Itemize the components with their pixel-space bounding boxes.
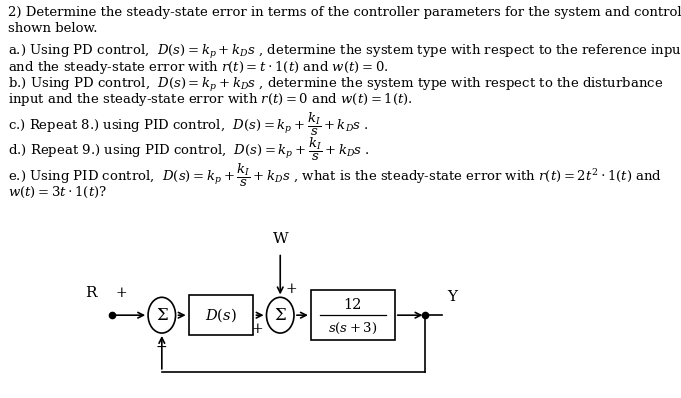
Text: shown below.: shown below. xyxy=(7,22,97,35)
Text: 2) Determine the steady-state error in terms of the controller parameters for th: 2) Determine the steady-state error in t… xyxy=(7,6,681,20)
Text: input and the steady-state error with $r(t)=0$ and $w(t)=1(t)$.: input and the steady-state error with $r… xyxy=(7,91,413,108)
Text: $\Sigma$: $\Sigma$ xyxy=(274,307,287,324)
Text: c.) Repeat 8.) using PID control,  $D(s)=k_p+\dfrac{k_I}{s}+k_Ds$ .: c.) Repeat 8.) using PID control, $D(s)=… xyxy=(7,111,368,138)
Text: Y: Y xyxy=(447,290,457,304)
Text: $s(s+3)$: $s(s+3)$ xyxy=(328,320,377,336)
Text: W: W xyxy=(272,232,288,246)
Text: −: − xyxy=(155,340,167,354)
Text: e.) Using PID control,  $D(s)=k_p+\dfrac{k_I}{s}+k_Ds$ , what is the steady-stat: e.) Using PID control, $D(s)=k_p+\dfrac{… xyxy=(7,162,661,189)
Text: a.) Using PD control,  $D(s)=k_p+k_Ds$ , determine the system type with respect : a.) Using PD control, $D(s)=k_p+k_Ds$ , … xyxy=(7,43,681,61)
Text: and the steady-state error with $r(t)=t\cdot1(t)$ and $w(t)=0$.: and the steady-state error with $r(t)=t\… xyxy=(7,59,388,76)
Text: +: + xyxy=(116,286,127,300)
Text: 12: 12 xyxy=(344,298,362,312)
Bar xyxy=(311,291,395,340)
Bar xyxy=(189,295,253,335)
Text: R: R xyxy=(85,286,97,300)
Text: $w(t)=3t\cdot1(t)$?: $w(t)=3t\cdot1(t)$? xyxy=(7,185,106,200)
Text: +: + xyxy=(285,282,297,297)
Text: +: + xyxy=(251,322,263,336)
Text: $\Sigma$: $\Sigma$ xyxy=(155,307,168,324)
Text: d.) Repeat 9.) using PID control,  $D(s)=k_p+\dfrac{k_I}{s}+k_Ds$ .: d.) Repeat 9.) using PID control, $D(s)=… xyxy=(7,136,369,163)
Text: b.) Using PD control,  $D(s)=k_p+k_Ds$ , determine the system type with respect : b.) Using PD control, $D(s)=k_p+k_Ds$ , … xyxy=(7,76,663,94)
Text: $D(s)$: $D(s)$ xyxy=(205,306,237,324)
